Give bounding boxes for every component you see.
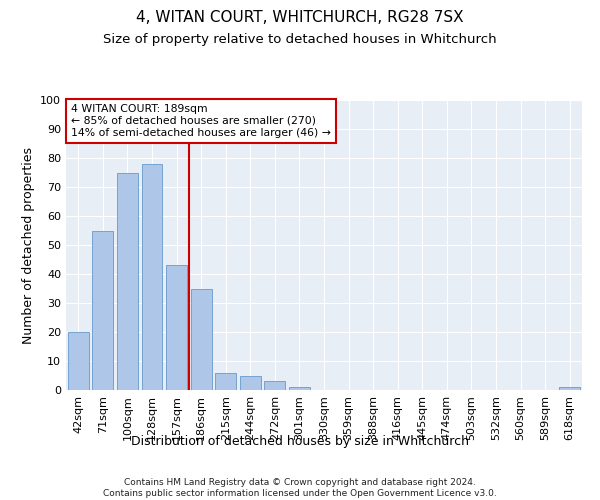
Bar xyxy=(215,372,236,390)
Bar xyxy=(92,230,113,390)
Bar xyxy=(265,382,286,390)
Text: Size of property relative to detached houses in Whitchurch: Size of property relative to detached ho… xyxy=(103,32,497,46)
Text: Distribution of detached houses by size in Whitchurch: Distribution of detached houses by size … xyxy=(131,435,469,448)
Bar xyxy=(191,288,212,390)
Bar xyxy=(166,266,187,390)
Text: 4, WITAN COURT, WHITCHURCH, RG28 7SX: 4, WITAN COURT, WHITCHURCH, RG28 7SX xyxy=(136,10,464,25)
Bar xyxy=(117,172,138,390)
Bar xyxy=(289,387,310,390)
Text: 4 WITAN COURT: 189sqm
← 85% of detached houses are smaller (270)
14% of semi-det: 4 WITAN COURT: 189sqm ← 85% of detached … xyxy=(71,104,331,138)
Bar xyxy=(142,164,163,390)
Bar xyxy=(559,387,580,390)
Bar xyxy=(240,376,261,390)
Bar xyxy=(68,332,89,390)
Text: Contains HM Land Registry data © Crown copyright and database right 2024.
Contai: Contains HM Land Registry data © Crown c… xyxy=(103,478,497,498)
Y-axis label: Number of detached properties: Number of detached properties xyxy=(22,146,35,344)
